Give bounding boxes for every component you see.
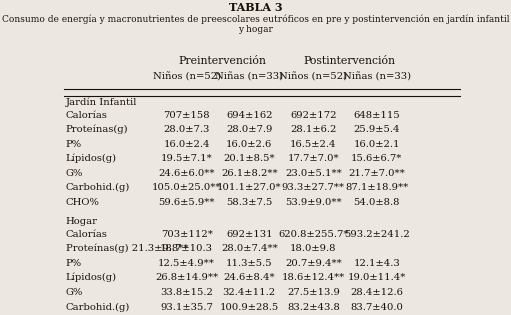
Text: 18.7±10.3: 18.7±10.3 [160,244,213,253]
Text: 27.5±13.9: 27.5±13.9 [287,288,340,297]
Text: 28.1±6.2: 28.1±6.2 [290,125,337,134]
Text: Consumo de energía y macronutrientes de preescolares eutróficos en pre y postint: Consumo de energía y macronutrientes de … [2,14,509,34]
Text: 694±162: 694±162 [226,111,272,120]
Text: 20.1±8.5*: 20.1±8.5* [223,154,275,163]
Text: 703±112*: 703±112* [160,230,213,239]
Text: 692±172: 692±172 [290,111,337,120]
Text: 93.1±35.7: 93.1±35.7 [160,302,213,312]
Text: 21.7±7.0**: 21.7±7.0** [349,169,405,178]
Text: Jardín Infantil: Jardín Infantil [66,97,137,107]
Text: 54.0±8.8: 54.0±8.8 [354,198,400,207]
Text: 101.1±27.0*: 101.1±27.0* [217,184,282,192]
Text: 24.6±6.0**: 24.6±6.0** [158,169,215,178]
Text: 16.0±2.4: 16.0±2.4 [164,140,210,149]
Text: 28.4±12.6: 28.4±12.6 [351,288,403,297]
Text: 16.5±2.4: 16.5±2.4 [290,140,337,149]
Text: 24.6±8.4*: 24.6±8.4* [223,273,275,283]
Text: 26.8±14.9**: 26.8±14.9** [155,273,218,283]
Text: 16.0±2.6: 16.0±2.6 [226,140,272,149]
Text: G%: G% [66,169,83,178]
Text: Lípidos(g): Lípidos(g) [66,154,117,163]
Text: Carbohid.(g): Carbohid.(g) [66,302,130,312]
Text: 28.0±7.3: 28.0±7.3 [164,125,210,134]
Text: TABLA 3: TABLA 3 [229,2,282,13]
Text: 59.6±5.9**: 59.6±5.9** [158,198,215,207]
Text: Niñas (n=33): Niñas (n=33) [215,72,283,82]
Text: G%: G% [66,288,83,297]
Text: 19.5±7.1*: 19.5±7.1* [161,154,213,163]
Text: Niños (n=52): Niños (n=52) [280,72,347,82]
Text: Hogar: Hogar [66,217,98,226]
Text: 11.3±5.5: 11.3±5.5 [226,259,272,268]
Text: 58.3±7.5: 58.3±7.5 [226,198,272,207]
Text: Lípidos(g): Lípidos(g) [66,273,117,283]
Text: 33.8±15.2: 33.8±15.2 [160,288,213,297]
Text: 707±158: 707±158 [164,111,210,120]
Text: 28.0±7.9: 28.0±7.9 [226,125,272,134]
Text: Carbohid.(g): Carbohid.(g) [66,183,130,192]
Text: Proteínas(g): Proteínas(g) [66,125,128,134]
Text: 26.1±8.2**: 26.1±8.2** [221,169,277,178]
Text: 105.0±25.0**: 105.0±25.0** [152,184,221,192]
Text: 692±131: 692±131 [226,230,272,239]
Text: 12.1±4.3: 12.1±4.3 [354,259,400,268]
Text: P%: P% [66,259,82,268]
Text: 18.0±9.8: 18.0±9.8 [290,244,337,253]
Text: Niños (n=52): Niños (n=52) [153,72,221,82]
Text: Preintervención: Preintervención [178,56,266,66]
Text: 100.9±28.5: 100.9±28.5 [220,302,279,312]
Text: CHO%: CHO% [66,198,100,207]
Text: Calorías: Calorías [66,111,108,120]
Text: 28.0±7.4**: 28.0±7.4** [221,244,277,253]
Text: 83.7±40.0: 83.7±40.0 [351,302,403,312]
Text: P%: P% [66,140,82,149]
Text: 593.2±241.2: 593.2±241.2 [344,230,410,239]
Text: 12.5±4.9**: 12.5±4.9** [158,259,215,268]
Text: 25.9±5.4: 25.9±5.4 [354,125,400,134]
Text: Niñas (n=33): Niñas (n=33) [343,72,411,82]
Text: 93.3±27.7**: 93.3±27.7** [282,184,345,192]
Text: 16.0±2.1: 16.0±2.1 [354,140,400,149]
Text: Calorías: Calorías [66,230,108,239]
Text: 18.6±12.4**: 18.6±12.4** [282,273,345,283]
Text: 53.9±9.0**: 53.9±9.0** [285,198,342,207]
Text: 648±115: 648±115 [354,111,400,120]
Text: Postintervención: Postintervención [303,56,395,66]
Text: 17.7±7.0*: 17.7±7.0* [288,154,339,163]
Text: 20.7±9.4**: 20.7±9.4** [285,259,342,268]
Text: 87.1±18.9**: 87.1±18.9** [345,184,408,192]
Text: 620.8±255.7*: 620.8±255.7* [278,230,349,239]
Text: 32.4±11.2: 32.4±11.2 [223,288,276,297]
Text: 83.2±43.8: 83.2±43.8 [287,302,340,312]
Text: 15.6±6.7*: 15.6±6.7* [351,154,403,163]
Text: Proteínas(g) 21.3±9.8**: Proteínas(g) 21.3±9.8** [66,244,189,253]
Text: 19.0±11.4*: 19.0±11.4* [347,273,406,283]
Text: 23.0±5.1**: 23.0±5.1** [285,169,342,178]
